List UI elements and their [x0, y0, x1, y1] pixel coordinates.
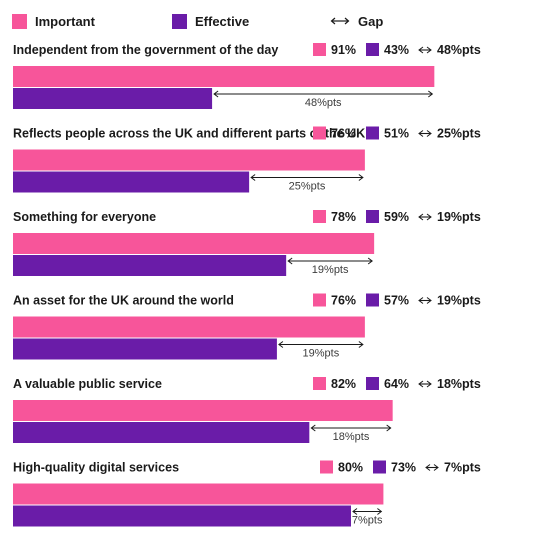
- important-value-label: 82%: [331, 377, 356, 391]
- gap-arrow-icon-right: [426, 130, 432, 137]
- legend-effective: Effective: [172, 10, 249, 32]
- gap-bracket-left: [310, 424, 316, 432]
- effective-swatch: [366, 293, 379, 307]
- important-value-label: 91%: [331, 43, 356, 57]
- gap-bracket-left: [352, 508, 358, 515]
- important-swatch: [320, 460, 333, 474]
- legend-gap: Gap: [330, 10, 383, 32]
- gap-value-label: 25%pts: [437, 127, 481, 141]
- effective-value-label: 43%: [384, 43, 409, 57]
- effective-swatch: [366, 210, 379, 223]
- gap-bracket-left: [287, 257, 293, 265]
- legend-important-swatch: [12, 13, 27, 29]
- effective-bar: [13, 422, 310, 443]
- effective-bar: [13, 171, 250, 193]
- important-swatch: [313, 293, 326, 307]
- legend-important: Important: [12, 10, 95, 32]
- category-label: Something for everyone: [13, 210, 156, 224]
- gap-annotation-label: 19%pts: [303, 348, 340, 360]
- effective-value-label: 59%: [384, 210, 409, 224]
- gap-arrow-icon-right: [426, 380, 432, 388]
- effective-bar: [13, 338, 277, 360]
- gap-value-label: 19%pts: [437, 294, 481, 308]
- effective-bar: [13, 88, 213, 109]
- important-value-label: 76%: [331, 127, 356, 141]
- gap-arrow-icon-left: [418, 46, 424, 54]
- gap-arrow-icon-left: [418, 130, 424, 137]
- important-bar: [13, 66, 435, 87]
- important-value-label: 78%: [331, 210, 356, 224]
- effective-value-label: 57%: [384, 294, 409, 308]
- effective-swatch: [366, 377, 379, 390]
- category-label: High-quality digital services: [13, 461, 179, 475]
- important-swatch: [313, 126, 326, 140]
- gap-bracket-right: [358, 174, 364, 181]
- important-value-label: 76%: [331, 294, 356, 308]
- important-bar: [13, 233, 375, 254]
- effective-value-label: 64%: [384, 377, 409, 391]
- gap-arrow-icon-right: [426, 213, 432, 221]
- effective-bar: [13, 505, 351, 527]
- gap-bracket-right: [377, 508, 383, 515]
- important-bar: [13, 316, 365, 338]
- category-label: An asset for the UK around the world: [13, 294, 234, 308]
- gap-value-label: 7%pts: [444, 461, 481, 475]
- gap-arrow-icon-right: [426, 46, 432, 54]
- important-swatch: [313, 377, 326, 390]
- gap-annotation-label: 25%pts: [289, 181, 326, 193]
- gap-annotation-label: 19%pts: [312, 264, 349, 276]
- legend-effective-label: Effective: [195, 13, 250, 29]
- gap-bracket-left: [213, 90, 219, 98]
- gap-bracket-left: [250, 174, 256, 181]
- important-swatch: [313, 210, 326, 223]
- gap-value-label: 18%pts: [437, 377, 481, 391]
- gap-bracket-right: [428, 90, 434, 98]
- category-label: Reflects people across the UK and differ…: [13, 127, 365, 141]
- gap-bracket-right: [358, 341, 364, 348]
- important-bar: [13, 483, 384, 505]
- gap-arrow-icon-left: [418, 380, 424, 388]
- category-label: A valuable public service: [13, 377, 162, 391]
- legend-important-label: Important: [35, 13, 95, 29]
- legend-effective-swatch: [172, 13, 187, 29]
- important-bar: [13, 149, 365, 171]
- important-swatch: [313, 43, 326, 56]
- legend-gap-label: Gap: [358, 13, 384, 29]
- gap-arrow-icon-left: [418, 213, 424, 221]
- gap-arrow-icon-right: [426, 297, 432, 304]
- effective-swatch: [366, 43, 379, 56]
- gap-bracket-right: [367, 257, 373, 265]
- gap-annotation-label: 18%pts: [333, 431, 370, 443]
- effective-swatch: [366, 126, 379, 140]
- effective-swatch: [373, 460, 386, 474]
- double-arrow-icon: [330, 17, 350, 25]
- chart-legend: Important Effective Gap: [12, 10, 532, 32]
- effective-value-label: 51%: [384, 127, 409, 141]
- gap-value-label: 19%pts: [437, 210, 481, 224]
- gap-bracket-right: [386, 424, 392, 432]
- gap-value-label: 48%pts: [437, 43, 481, 57]
- gap-bracket-left: [278, 341, 284, 348]
- effective-bar: [13, 255, 287, 276]
- important-value-label: 80%: [338, 461, 363, 475]
- gap-arrow-icon-right: [433, 464, 439, 471]
- important-bar: [13, 400, 393, 421]
- gap-arrow-icon-left: [425, 464, 431, 471]
- gap-annotation-label: 48%pts: [305, 97, 342, 109]
- category-label: Independent from the government of the d…: [13, 43, 278, 57]
- gap-annotation-label: 7%pts: [352, 515, 383, 527]
- effective-value-label: 73%: [391, 461, 416, 475]
- gap-arrow-icon-left: [418, 297, 424, 304]
